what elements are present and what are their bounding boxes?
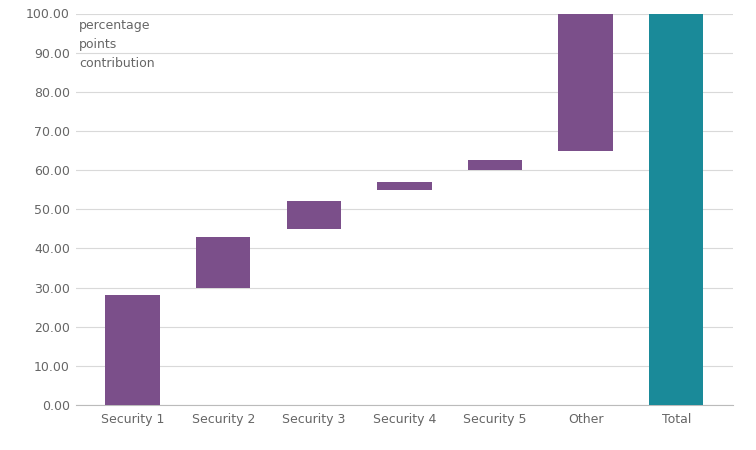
- Bar: [287, 202, 341, 229]
- Bar: [559, 14, 613, 151]
- Text: percentage
points
contribution: percentage points contribution: [79, 19, 154, 70]
- Bar: [649, 14, 703, 405]
- Bar: [377, 182, 432, 190]
- Bar: [196, 237, 250, 288]
- Bar: [106, 295, 160, 405]
- Bar: [468, 160, 522, 170]
